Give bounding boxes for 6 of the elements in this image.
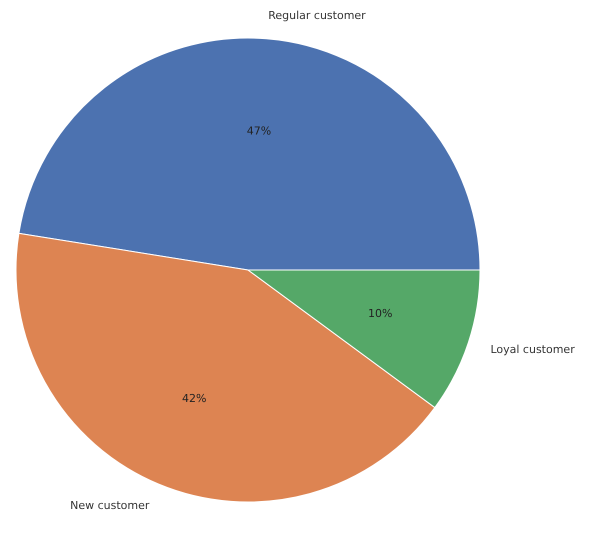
data-label: 47%: [246, 124, 272, 138]
slice-label: Regular customer: [268, 9, 366, 22]
data-label: 42%: [182, 392, 206, 405]
data-label: 10%: [368, 306, 392, 320]
slice-label: New customer: [70, 498, 150, 512]
slice-label: Loyal customer: [490, 343, 576, 356]
